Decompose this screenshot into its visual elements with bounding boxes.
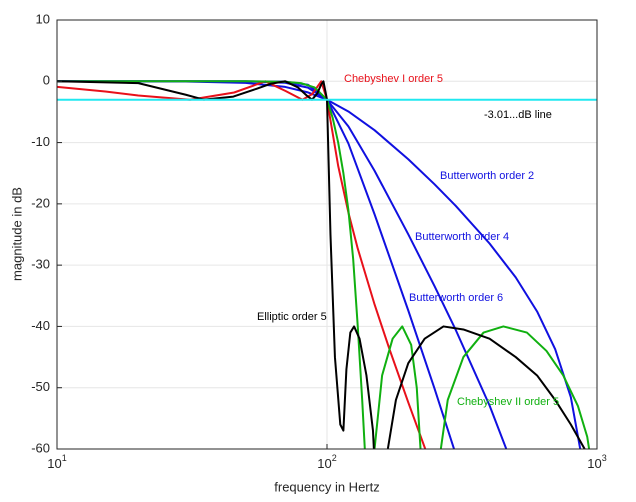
- y-axis-label: magnitude in dB: [9, 187, 24, 281]
- y-tick-label: 10: [36, 11, 50, 26]
- y-tick-label: -50: [31, 379, 50, 394]
- annotations: Butterworth order 2 Butterworth order 4 Bu…: [257, 73, 559, 408]
- lines: [57, 80, 597, 449]
- x-tick-label: 101: [47, 453, 66, 471]
- x-tick-base: 10: [47, 456, 61, 471]
- series-line: [57, 80, 582, 449]
- series-annotation: Chebyshev I order 5: [344, 73, 443, 85]
- series-annotation: Chebyshev II order 5: [457, 396, 559, 408]
- x-tick-base: 10: [587, 456, 601, 471]
- x-tick-base: 10: [317, 456, 331, 471]
- series-line: [57, 80, 586, 449]
- y-tick-label: -60: [31, 440, 50, 455]
- y-tick-label: -20: [31, 195, 50, 210]
- series-annotation: Butterworth order 2: [440, 170, 534, 182]
- series-line: [57, 80, 591, 449]
- x-tick-label: 102: [317, 453, 336, 471]
- series-annotation: Elliptic order 5: [257, 311, 327, 323]
- y-tick-label: -40: [31, 318, 50, 333]
- y-tick-label: 0: [43, 73, 50, 88]
- series-annotation: Butterworth order 6: [409, 292, 503, 304]
- x-tick-exponent: 3: [602, 453, 607, 463]
- x-tick-label: 103: [587, 453, 606, 471]
- x-tick-exponent: 1: [62, 453, 67, 463]
- series-annotation: Butterworth order 4: [415, 231, 509, 243]
- x-axis-label: frequency in Hertz: [274, 479, 380, 494]
- y-tick-label: -10: [31, 134, 50, 149]
- y-tick-label: -30: [31, 257, 50, 272]
- series-annotation: -3.01...dB line: [484, 109, 552, 121]
- x-tick-exponent: 2: [332, 453, 337, 463]
